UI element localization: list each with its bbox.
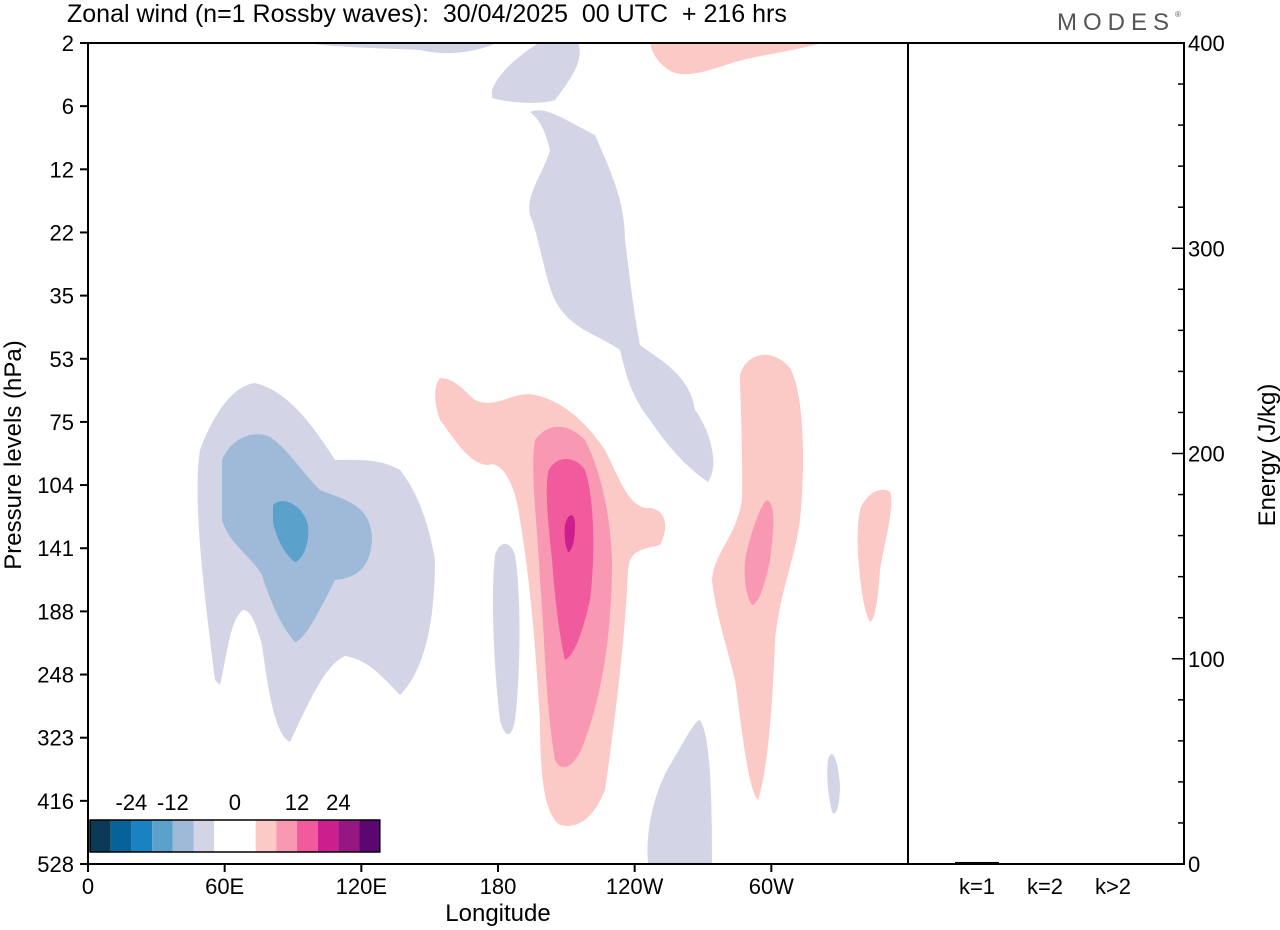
colorbar-swatch	[214, 820, 235, 852]
contour-pos-inner-main	[546, 458, 594, 660]
energy-tick-label: 100	[1188, 647, 1225, 672]
wavenumber-label: k>2	[1095, 874, 1131, 899]
colorbar-label: -12	[157, 790, 189, 815]
brand-logo: MODES®	[1057, 9, 1181, 36]
y-tick-label: 12	[50, 157, 74, 182]
colorbar	[89, 819, 381, 853]
energy-tick-label: 300	[1188, 236, 1225, 261]
contour-neg-strip	[492, 543, 520, 735]
colorbar-swatch	[110, 820, 132, 852]
x-tick-label: 180	[480, 874, 517, 899]
y-axis: 2 6 12 22 35 53 75 104 141 188 248 323 416 528	[37, 31, 88, 877]
y-tick-label: 104	[37, 473, 74, 498]
x-axis-title: Longitude	[445, 900, 550, 927]
x-axis: 0 60E 120E 180 120W 60W	[82, 864, 794, 899]
colorbar-swatch	[131, 820, 153, 852]
contour-neg-band-2	[492, 42, 580, 103]
y-tick-label: 53	[50, 347, 74, 372]
y-tick-label: 75	[50, 410, 74, 435]
x-tick-label: 120W	[606, 874, 664, 899]
colorbar-labels: -24 -12 0 12 24	[116, 790, 351, 815]
x-tick-label: 0	[82, 874, 94, 899]
energy-axis: 0 100 200 300 400	[1172, 31, 1225, 877]
y-axis-title: Pressure levels (hPa)	[0, 340, 27, 569]
x-tick-label: 60E	[205, 874, 244, 899]
colorbar-swatch	[172, 820, 194, 852]
colorbar-label: 12	[285, 790, 309, 815]
energy-tick-label: 400	[1188, 31, 1225, 56]
energy-bar	[1091, 863, 1135, 864]
colorbar-swatch	[90, 820, 111, 852]
energy-axis-title: Energy (J/kg)	[1254, 384, 1280, 527]
wavenumber-label: k=1	[959, 874, 995, 899]
y-tick-label: 528	[37, 852, 74, 877]
colorbar-swatch	[152, 820, 173, 852]
contour-neg-small	[827, 754, 840, 814]
colorbar-swatch	[193, 820, 215, 852]
colorbar-swatch	[338, 820, 360, 852]
y-tick-label: 22	[50, 220, 74, 245]
contour-pos-mid-east	[744, 500, 774, 605]
x-tick-label: 60W	[749, 874, 794, 899]
energy-tick-label: 200	[1188, 442, 1225, 467]
y-tick-label: 188	[37, 599, 74, 624]
colorbar-swatch	[234, 820, 256, 852]
y-tick-label: 6	[62, 94, 74, 119]
y-tick-label: 35	[50, 284, 74, 309]
y-tick-label: 323	[37, 726, 74, 751]
contour-neg-band	[297, 42, 500, 54]
y-tick-label: 416	[37, 789, 74, 814]
x-tick-label: 120E	[336, 874, 387, 899]
energy-bar	[1023, 863, 1067, 865]
colorbar-swatch	[317, 820, 339, 852]
wavenumber-label: k=2	[1027, 874, 1063, 899]
y-tick-label: 248	[37, 663, 74, 688]
contour-pos-core-main	[564, 515, 575, 552]
contour-fills	[197, 42, 892, 863]
colorbar-frame	[89, 819, 381, 853]
y-tick-label: 2	[62, 31, 74, 56]
contour-neg-band-3	[529, 110, 714, 482]
y-tick-label: 141	[37, 536, 74, 561]
chart-title: Zonal wind (n=1 Rossby waves): 30/04/202…	[67, 0, 787, 28]
energy-tick-label: 0	[1188, 852, 1200, 877]
contour-neg-bottom	[647, 720, 712, 863]
energy-bars	[955, 861, 1135, 865]
energy-bar	[955, 861, 999, 864]
wavenumber-axis: k=1 k=2 k>2	[959, 874, 1131, 899]
contour-pos-far-east	[857, 489, 892, 622]
contour-pos-top	[650, 42, 825, 75]
colorbar-label: 0	[229, 790, 241, 815]
colorbar-swatch	[359, 820, 380, 852]
contour-neg-core-west	[273, 501, 309, 562]
colorbar-swatch	[255, 820, 277, 852]
energy-frame	[907, 42, 1185, 865]
colorbar-label: -24	[116, 790, 148, 815]
colorbar-swatch	[276, 820, 297, 852]
colorbar-label: 24	[326, 790, 350, 815]
colorbar-swatch	[297, 820, 318, 852]
